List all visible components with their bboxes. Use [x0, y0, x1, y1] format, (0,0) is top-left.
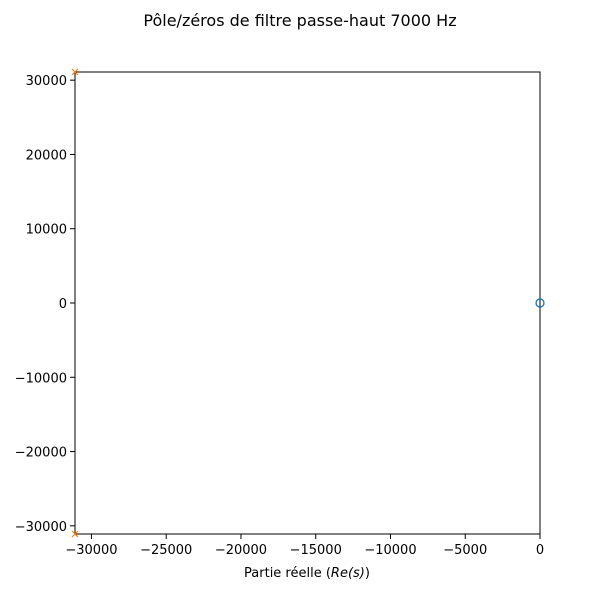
y-tick-label: 30000 [26, 74, 67, 89]
x-axis: −30000 −25000 −20000 −15000 −10000 −5000 0 [65, 534, 544, 558]
zero-marker [535, 298, 545, 308]
x-axis-label: Partie réelle (Re(s)) [244, 566, 370, 581]
y-axis: 30000 20000 10000 0 −10000 −20000 −30000 [15, 74, 75, 535]
x-tick-label: −10000 [364, 543, 416, 558]
y-tick-label: 10000 [26, 223, 67, 238]
axes-frame [74, 71, 541, 535]
x-axis-label-math: Re(s) [331, 566, 365, 581]
x-tick-label: 0 [536, 543, 544, 558]
y-tick-label: 20000 [26, 148, 67, 163]
pole-marker-stroke [71, 68, 79, 76]
y-tick-label: 0 [59, 297, 67, 312]
pole-marker-stroke [71, 530, 79, 538]
x-tick-label: −20000 [215, 543, 267, 558]
x-tick-label: −25000 [140, 543, 192, 558]
y-tick-label: −10000 [15, 371, 67, 386]
x-axis-label-close: ) [365, 566, 370, 581]
chart-title: Pôle/zéros de filtre passe-haut 7000 Hz [143, 11, 456, 30]
pole-marker [71, 68, 79, 76]
x-tick-label: −30000 [65, 543, 117, 558]
x-tick-label: −5000 [443, 543, 487, 558]
x-tick-label: −15000 [290, 543, 342, 558]
x-axis-label-text: Partie réelle ( [244, 566, 331, 581]
y-tick-label: −20000 [15, 446, 67, 461]
plot-marks [71, 68, 545, 538]
y-tick-label: −30000 [15, 520, 67, 535]
pole-marker [71, 530, 79, 538]
